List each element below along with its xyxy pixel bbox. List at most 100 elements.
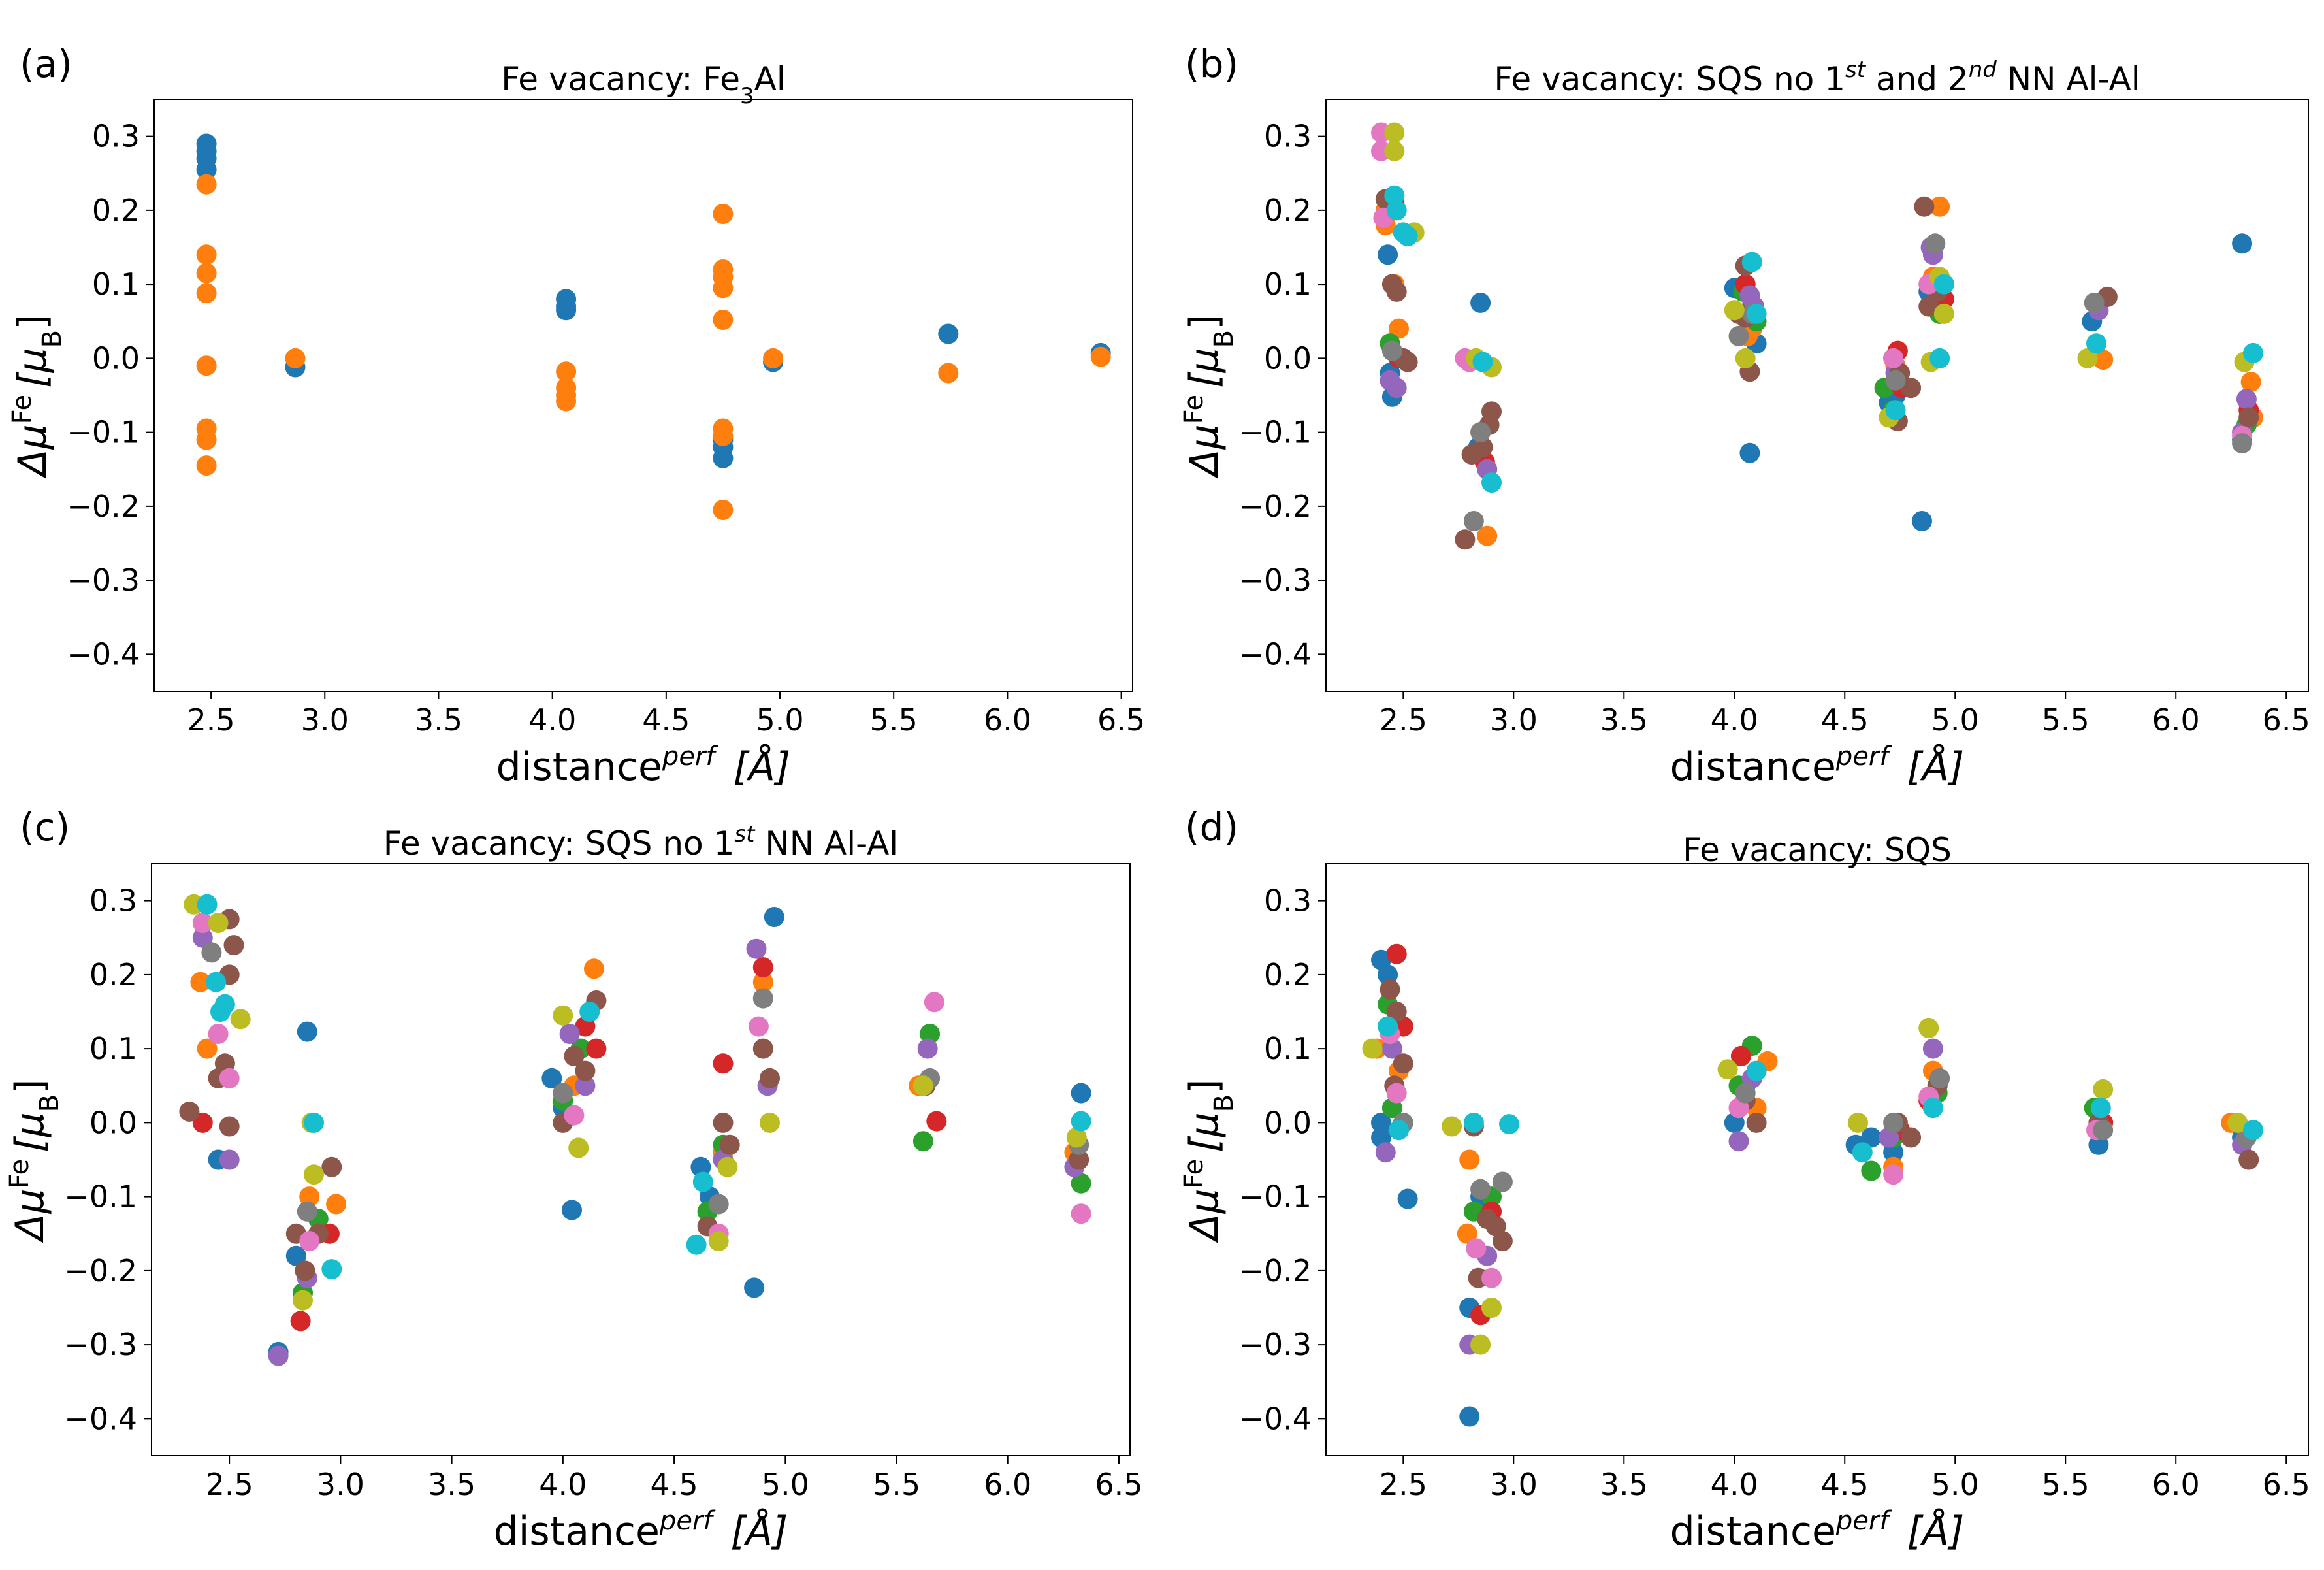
data-point (1933, 274, 1954, 295)
data-point (1735, 1083, 1756, 1104)
data-point (1728, 1131, 1749, 1152)
title-text: Fe vacancy: Fe (501, 60, 740, 98)
data-point (924, 992, 944, 1013)
title-tail: NN Al-Al (754, 825, 898, 862)
x-tick-label: 4.0 (1711, 702, 1758, 738)
data-point (2093, 350, 2114, 370)
panel-c: 2.5 3.0 3.5 4.0 4.5 5.0 5.5 6.0 6.5 0.3 0.2 0.1 0.0 −… (5, 805, 1143, 1554)
data-point (1470, 292, 1491, 313)
x-tick-label: 6.0 (2152, 1467, 2200, 1502)
y-tick-label: −0.4 (1238, 636, 1312, 672)
data-point (748, 1016, 769, 1037)
data-point (1397, 226, 1418, 246)
data-point (1380, 979, 1400, 1000)
data-point (1371, 1112, 1391, 1133)
data-point (295, 1260, 315, 1281)
data-point (290, 1311, 311, 1332)
plot-frame (153, 99, 1133, 692)
panel-letter: (a) (20, 42, 73, 86)
title-superscript: st (1845, 57, 1867, 83)
y-label-subscript: B (1209, 330, 1239, 348)
x-tick-label: 6.0 (984, 1467, 1031, 1502)
data-point (1384, 122, 1405, 143)
data-point (1492, 1171, 1513, 1192)
data-point (196, 455, 217, 476)
data-point (1492, 1231, 1513, 1252)
data-point (1386, 1083, 1407, 1104)
data-point (1472, 352, 1493, 372)
x-label-main: distance (496, 744, 662, 790)
y-label-close: ] (1182, 1079, 1227, 1094)
data-point (713, 310, 734, 330)
data-point (2236, 389, 2257, 410)
title-subscript: 3 (740, 83, 754, 109)
y-tick-label: −0.2 (1238, 489, 1312, 524)
x-axis-label: distanceperf [Å] (494, 1506, 788, 1554)
data-point (1069, 1149, 1089, 1170)
x-axis-label: distanceperf [Å] (496, 742, 791, 790)
data-point (1386, 281, 1407, 302)
y-tick-label: 0.0 (1264, 340, 1312, 376)
x-tick-label: 6.5 (1097, 702, 1145, 738)
data-point (1470, 1334, 1491, 1355)
data-point (1735, 348, 1756, 368)
data-point (1739, 442, 1760, 463)
y-label-close: ] (1182, 314, 1227, 329)
data-point (2243, 342, 2263, 363)
data-point (752, 1038, 773, 1059)
data-point (1477, 525, 1498, 546)
x-tick-label: 6.5 (2263, 702, 2310, 738)
data-point (1933, 303, 1954, 324)
x-label-superscript: perf (1835, 1506, 1892, 1536)
panel-b: 2.5 3.0 3.5 4.0 4.5 5.0 5.5 6.0 6.5 0.3 0.2 0.1 0.0 −… (1179, 42, 2310, 790)
data-point (1455, 529, 1476, 550)
data-point (717, 1156, 738, 1177)
data-point (2086, 333, 2106, 354)
y-axis-label: ΔμFe [μB] (1179, 1079, 1239, 1243)
data-point (1384, 185, 1405, 206)
panel-letter: (b) (1185, 42, 1238, 86)
data-point (293, 1290, 313, 1311)
data-point (1442, 1116, 1462, 1137)
data-point (708, 1194, 729, 1215)
data-point (2090, 1098, 2111, 1119)
title-text: Fe vacancy: SQS no 1 (1494, 60, 1845, 98)
data-point (1459, 1406, 1480, 1427)
x-tick-label: 4.5 (642, 702, 690, 738)
y-tick-label: 0.2 (89, 957, 137, 992)
data-point (559, 1024, 580, 1044)
x-label-main: distance (1670, 1509, 1836, 1554)
y-label-main: Δμ (1182, 424, 1227, 478)
data-point (2240, 372, 2261, 393)
data-point (192, 913, 213, 934)
x-tick-label: 4.5 (1821, 1467, 1869, 1502)
title-tail: Al (754, 60, 786, 98)
x-tick-label: 2.5 (1380, 1467, 1427, 1502)
data-point (1901, 378, 1922, 399)
x-tick-label: 6.5 (2263, 1467, 2310, 1502)
data-point (2084, 292, 2105, 313)
plot-frame (1325, 99, 2309, 692)
data-point (926, 1111, 947, 1132)
title-text: Fe vacancy: SQS no 1 (383, 825, 735, 862)
data-point (230, 1009, 251, 1030)
data-point (1389, 318, 1409, 339)
data-point (912, 1131, 933, 1152)
data-point (752, 957, 773, 978)
y-tick-label: 0.0 (89, 1105, 137, 1140)
data-point (1861, 1127, 1882, 1148)
data-point (692, 1171, 713, 1192)
y-tick-label: 0.1 (1264, 1031, 1312, 1066)
data-point (285, 1245, 306, 1266)
y-tick-label: −0.3 (67, 563, 140, 598)
data-point (744, 1277, 765, 1298)
data-point (2243, 1120, 2263, 1141)
data-point (196, 159, 217, 180)
data-point (206, 972, 227, 992)
data-point (196, 355, 217, 376)
plot-frame (151, 863, 1131, 1456)
data-point (1397, 352, 1418, 372)
x-tick-label: 4.0 (539, 1467, 587, 1502)
x-tick-label: 6.0 (984, 702, 1031, 738)
